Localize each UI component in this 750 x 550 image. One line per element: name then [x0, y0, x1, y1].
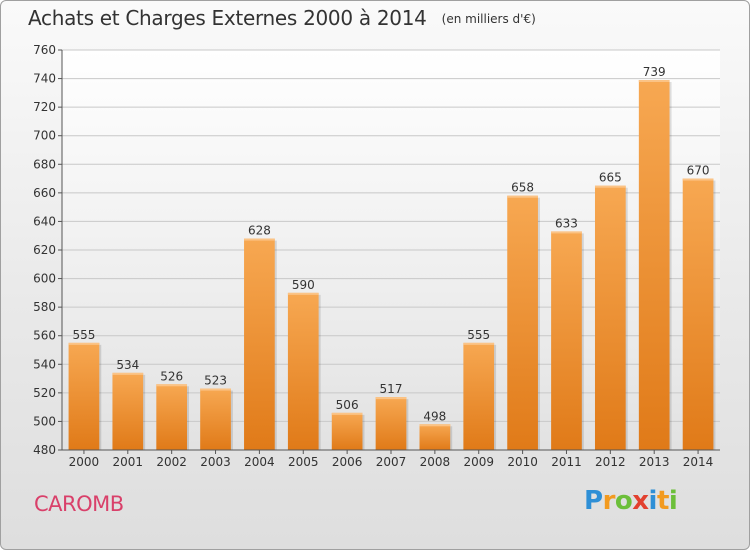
- data-label: 534: [116, 358, 139, 372]
- bar: [463, 342, 495, 450]
- bar-highlight: [682, 178, 714, 181]
- x-tick-label: 2005: [288, 455, 319, 469]
- bar: [200, 388, 231, 450]
- y-tick-label: 700: [33, 129, 56, 143]
- x-tick-label: 2000: [69, 455, 100, 469]
- bar-highlight: [507, 195, 538, 198]
- y-tick-label: 720: [33, 100, 56, 114]
- logo-letter: P: [584, 486, 603, 516]
- y-tick-label: 680: [33, 157, 56, 171]
- y-tick-label: 660: [33, 186, 56, 200]
- data-label: 665: [599, 171, 622, 185]
- bar-highlight: [419, 424, 451, 427]
- bar-highlight: [463, 342, 495, 345]
- logo-letter: i: [668, 486, 678, 516]
- bar: [112, 372, 144, 450]
- data-label: 739: [643, 65, 666, 79]
- bar-highlight: [200, 388, 231, 391]
- y-tick-label: 740: [33, 72, 56, 86]
- bar: [156, 384, 188, 450]
- bar: [331, 412, 363, 450]
- y-tick-label: 760: [33, 43, 56, 57]
- x-tick-label: 2003: [200, 455, 231, 469]
- chart-title: Achats et Charges Externes 2000 à 2014 (…: [28, 6, 536, 30]
- data-label: 628: [248, 224, 271, 238]
- proxiti-logo[interactable]: Proxiti: [584, 486, 678, 516]
- bar: [594, 185, 626, 450]
- x-tick-label: 2002: [156, 455, 187, 469]
- logo-letter: x: [632, 486, 649, 516]
- bar-highlight: [638, 80, 670, 82]
- bar-highlight: [594, 185, 626, 188]
- data-label: 555: [467, 328, 490, 342]
- bar-highlight: [331, 412, 363, 415]
- logo-letter: t: [656, 486, 669, 516]
- bar-highlight: [68, 342, 100, 345]
- bar: [244, 238, 275, 450]
- y-tick-label: 600: [33, 272, 56, 286]
- commune-name: CAROMB: [34, 492, 124, 516]
- data-label: 506: [336, 398, 359, 412]
- x-tick-label: 2011: [551, 455, 582, 469]
- x-tick-label: 2007: [376, 455, 407, 469]
- data-label: 523: [204, 374, 227, 388]
- data-label: 526: [160, 369, 183, 383]
- y-tick-label: 560: [33, 329, 56, 343]
- logo-letter: o: [614, 486, 633, 516]
- y-tick-label: 540: [33, 357, 56, 371]
- y-tick-label: 480: [33, 443, 56, 457]
- data-label: 590: [292, 278, 315, 292]
- logo-letter: i: [648, 486, 658, 516]
- x-tick-label: 2004: [244, 455, 275, 469]
- x-tick-label: 2008: [420, 455, 451, 469]
- data-label: 658: [511, 181, 534, 195]
- bar-highlight: [244, 238, 275, 241]
- y-tick-label: 520: [33, 386, 56, 400]
- bar: [638, 80, 670, 450]
- title-unit: (en milliers d'€): [441, 12, 536, 26]
- bar: [287, 292, 319, 450]
- data-label: 670: [687, 164, 710, 178]
- bar-highlight: [551, 231, 582, 234]
- bar: [419, 424, 451, 450]
- bar: [682, 178, 714, 451]
- x-tick-label: 2013: [639, 455, 670, 469]
- x-tick-label: 2012: [595, 455, 626, 469]
- logo-letter: r: [602, 486, 616, 516]
- x-tick-label: 2010: [507, 455, 538, 469]
- data-label: 633: [555, 216, 578, 230]
- y-tick-label: 580: [33, 300, 56, 314]
- y-tick-label: 620: [33, 243, 56, 257]
- bar-highlight: [375, 397, 407, 400]
- x-tick-label: 2001: [113, 455, 144, 469]
- data-label: 498: [423, 409, 446, 423]
- bar: [375, 397, 407, 450]
- bar-highlight: [287, 292, 319, 295]
- bar-highlight: [156, 384, 188, 387]
- data-label: 555: [72, 328, 95, 342]
- y-tick-label: 500: [33, 414, 56, 428]
- bar: [68, 342, 100, 450]
- data-label: 517: [380, 382, 403, 396]
- x-tick-label: 2009: [463, 455, 494, 469]
- bar-highlight: [112, 372, 144, 375]
- y-tick-label: 640: [33, 214, 56, 228]
- bar: [551, 231, 582, 450]
- x-tick-label: 2014: [683, 455, 714, 469]
- bar: [507, 195, 538, 450]
- x-tick-label: 2006: [332, 455, 363, 469]
- title-main: Achats et Charges Externes 2000 à 2014: [28, 6, 427, 30]
